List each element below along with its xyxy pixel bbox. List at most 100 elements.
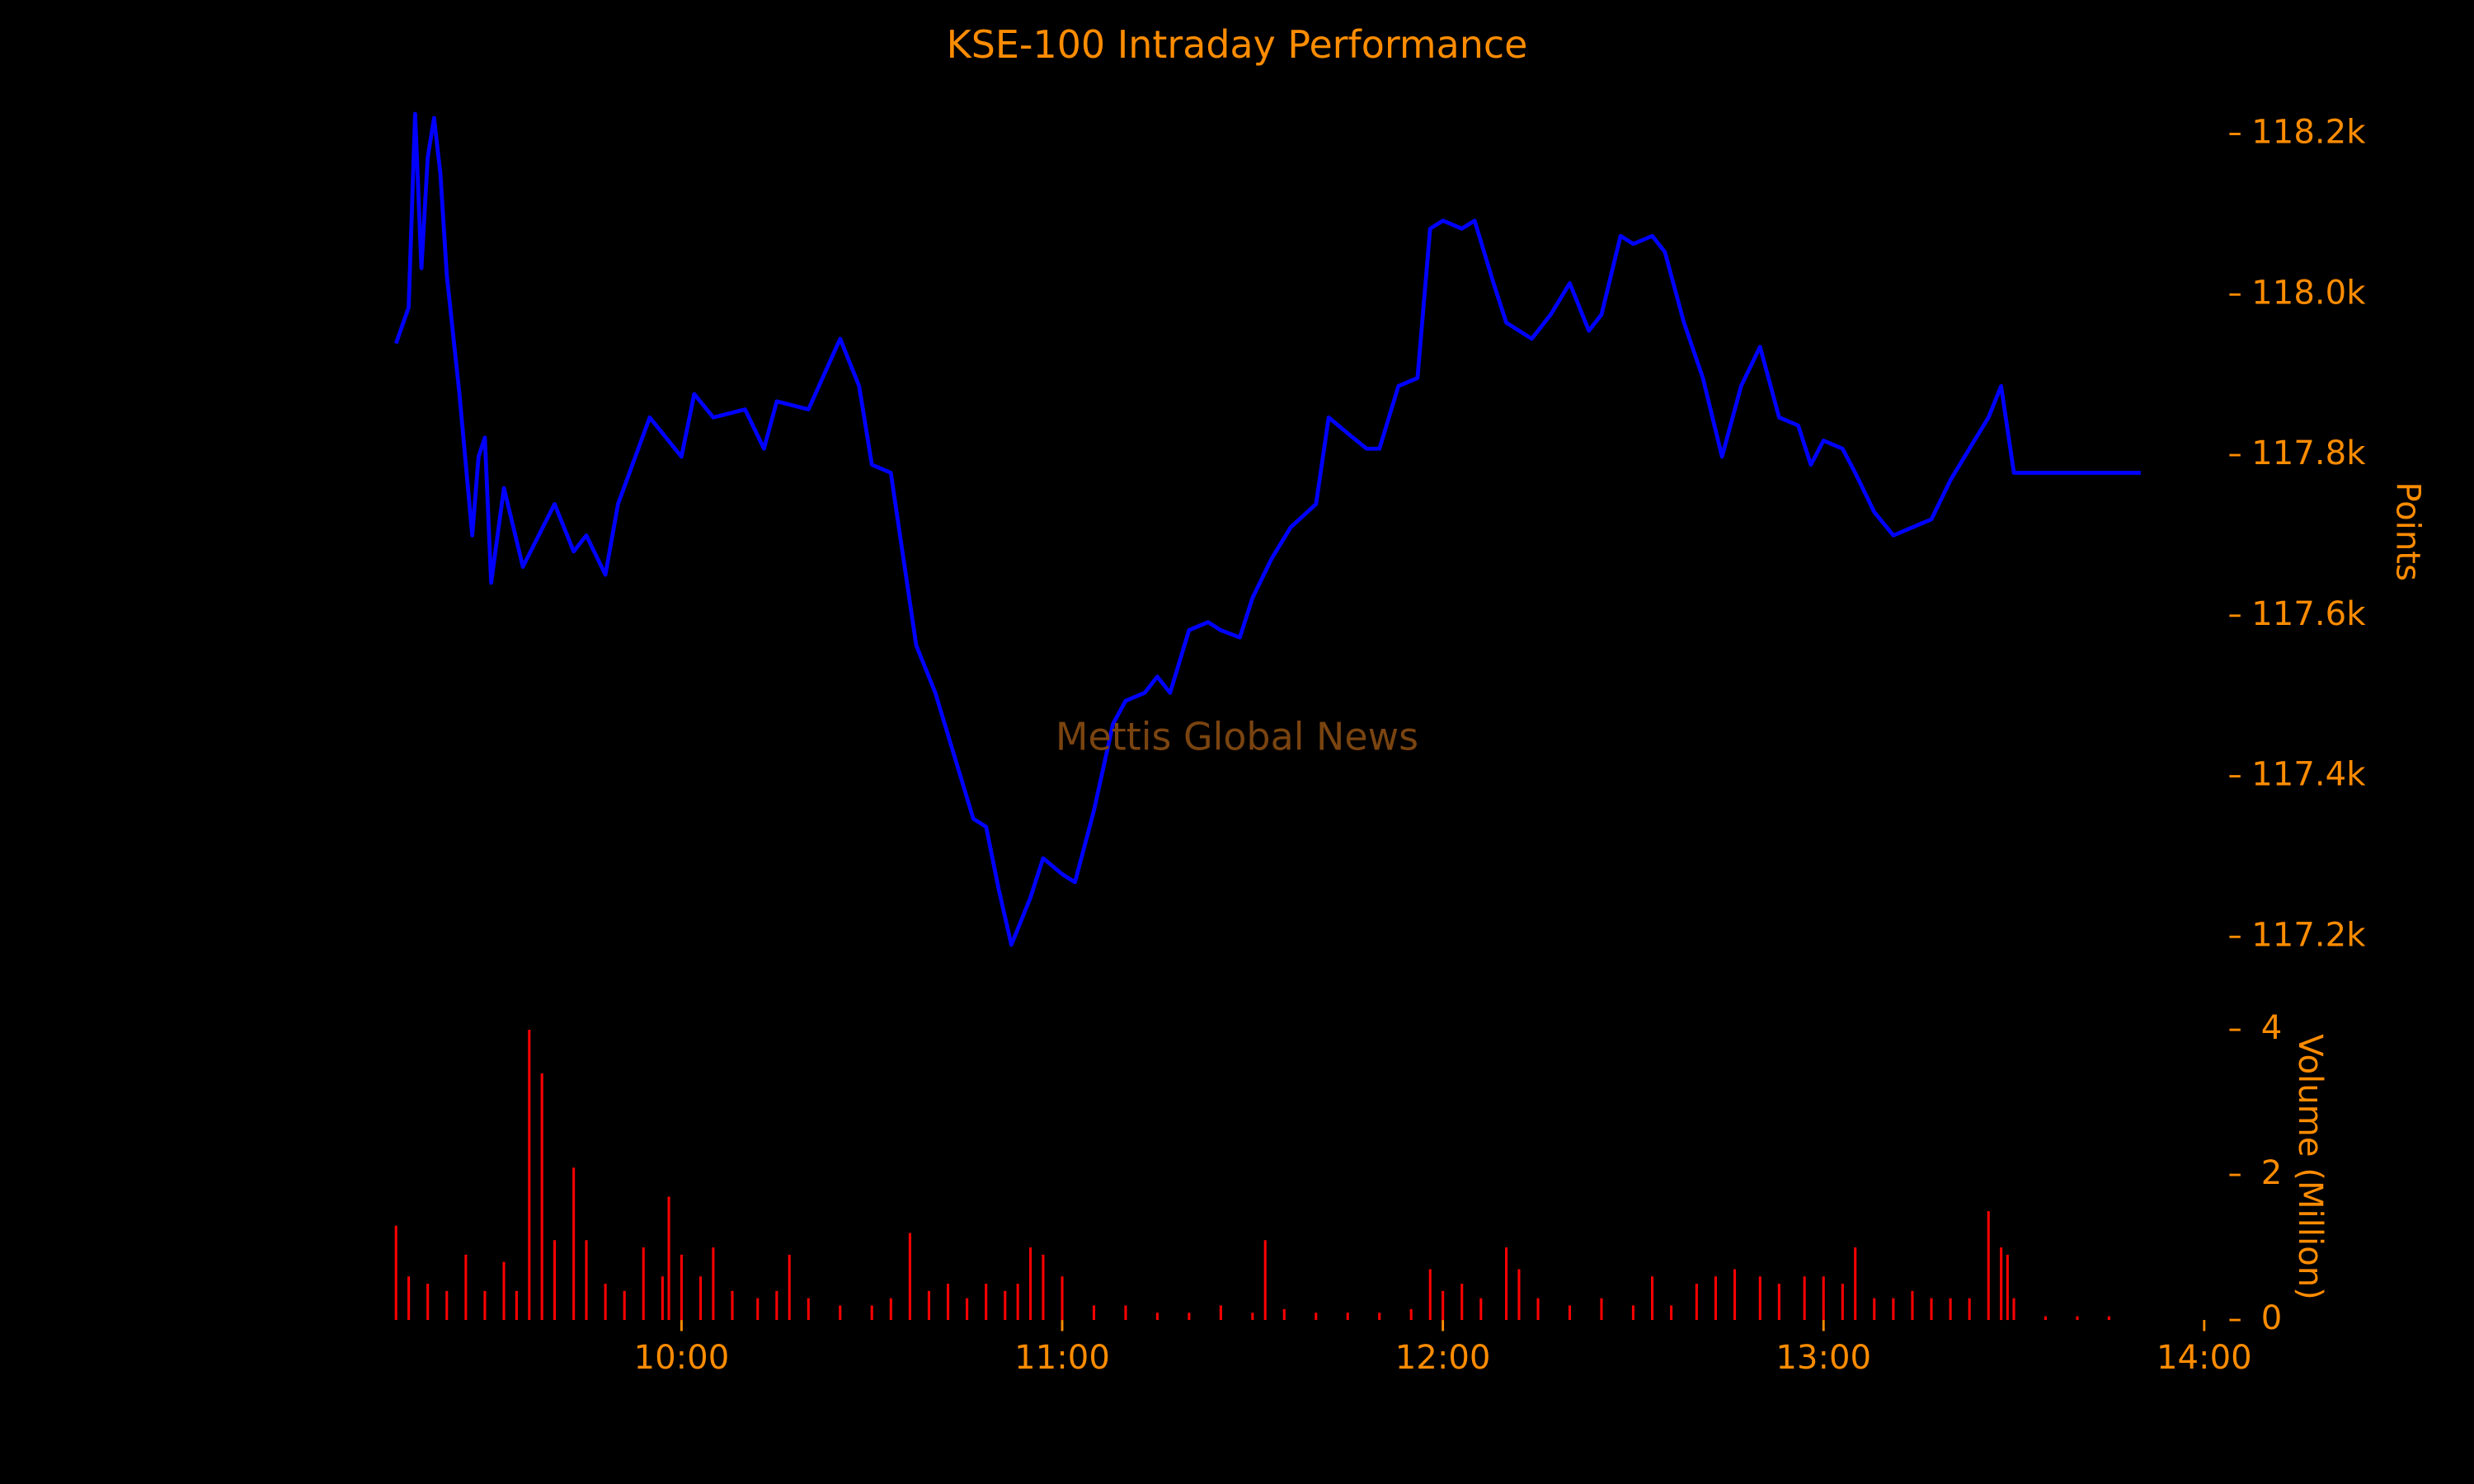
volume-bar — [1536, 1298, 1540, 1321]
volume-bar — [464, 1254, 468, 1321]
volume-bar — [1695, 1284, 1698, 1321]
volume-bar — [407, 1276, 411, 1321]
volume-bar — [515, 1290, 518, 1321]
volume-bar — [445, 1290, 449, 1321]
volume-bar — [698, 1276, 703, 1321]
volume-bar — [1631, 1305, 1634, 1321]
y-tick-label: 4 — [2261, 1009, 2283, 1047]
volume-bar — [2044, 1316, 2048, 1321]
volume-bar — [788, 1254, 791, 1321]
volume-bar — [1092, 1305, 1096, 1321]
volume-bar — [1650, 1276, 1654, 1321]
volume-bar — [1568, 1305, 1572, 1321]
volume-bar — [1930, 1298, 1933, 1321]
chart-title: KSE-100 Intraday Performance — [947, 22, 1528, 67]
volume-bar — [1968, 1298, 1971, 1321]
volume-bar — [540, 1073, 543, 1321]
y-tick-label: 117.6k — [2251, 595, 2366, 633]
volume-bar — [1479, 1298, 1483, 1321]
volume-bar — [426, 1284, 430, 1321]
volume-bar — [1428, 1269, 1432, 1321]
volume-bar — [1346, 1313, 1349, 1321]
volume-bar — [1124, 1305, 1127, 1321]
volume-bar — [1016, 1284, 1019, 1321]
volume-bar — [667, 1196, 670, 1321]
volume-bar — [1517, 1269, 1521, 1321]
volume-bar — [966, 1298, 969, 1321]
volume-bar — [1155, 1313, 1159, 1321]
y-axis-label: Points — [2389, 481, 2427, 581]
volume-bar — [1505, 1247, 1508, 1321]
volume-bar — [1029, 1247, 1032, 1321]
volume-bar — [1004, 1290, 1007, 1321]
volume-bar — [623, 1290, 626, 1321]
volume-bar — [528, 1030, 531, 1321]
volume-bar — [1841, 1284, 1844, 1321]
volume-bar — [1873, 1298, 1876, 1321]
volume-bar — [2076, 1316, 2079, 1321]
volume-bar — [1803, 1276, 1806, 1321]
x-tick-label: 11:00 — [1014, 1339, 1110, 1377]
volume-bar — [1251, 1313, 1254, 1321]
volume-bar — [1822, 1276, 1825, 1321]
x-tick-label: 14:00 — [2157, 1339, 2252, 1377]
volume-bar — [604, 1284, 607, 1321]
volume-bar — [712, 1247, 715, 1321]
volume-bar — [502, 1261, 506, 1321]
volume-bar — [1714, 1276, 1717, 1321]
x-tick-label: 12:00 — [1395, 1339, 1491, 1377]
y-tick-label: 117.4k — [2251, 756, 2366, 794]
volume-bar — [1219, 1305, 1222, 1321]
volume-bar — [572, 1167, 576, 1321]
volume-bar — [2107, 1316, 2110, 1321]
volume-bar — [985, 1284, 988, 1321]
volume-bar — [870, 1305, 873, 1321]
volume-bar — [394, 1225, 397, 1321]
volume-bar — [1315, 1313, 1318, 1321]
volume-bar — [2012, 1298, 2015, 1321]
volume-bar — [889, 1298, 892, 1321]
volume-bar — [1733, 1269, 1737, 1321]
y-tick-label: 117.8k — [2251, 434, 2366, 472]
volume-bar — [483, 1290, 487, 1321]
volume-bar — [1670, 1305, 1673, 1321]
volume-bar — [2006, 1254, 2009, 1321]
volume-bar — [927, 1290, 931, 1321]
volume-bar — [661, 1276, 664, 1321]
volume-bar — [1442, 1290, 1445, 1321]
y-tick-label: 2 — [2261, 1154, 2283, 1192]
volume-bar — [807, 1298, 810, 1321]
volume-bar — [1854, 1247, 1857, 1321]
volume-bar — [1460, 1284, 1464, 1321]
volume-bar — [731, 1290, 734, 1321]
volume-bar — [1987, 1211, 1990, 1321]
volume-bar — [642, 1247, 645, 1321]
volume-bar — [1042, 1254, 1045, 1321]
volume-bar — [908, 1233, 911, 1321]
y-tick-label: 0 — [2261, 1299, 2283, 1337]
volume-bar — [1188, 1313, 1191, 1321]
watermark: Mettis Global News — [1056, 715, 1418, 759]
volume-bar — [947, 1284, 950, 1321]
x-tick-label: 10:00 — [634, 1339, 730, 1377]
volume-bar — [756, 1298, 760, 1321]
volume-bar — [1282, 1308, 1286, 1321]
volume-bar — [553, 1240, 557, 1321]
volume-bar — [1061, 1276, 1064, 1321]
volume-bar — [1600, 1298, 1603, 1321]
volume-bar — [1758, 1276, 1761, 1321]
volume-bar — [1777, 1284, 1780, 1321]
volume-bar — [1949, 1298, 1952, 1321]
volume-bar — [839, 1305, 842, 1321]
x-tick-label: 13:00 — [1776, 1339, 1871, 1377]
y-tick-label: 117.2k — [2251, 916, 2366, 954]
volume-bar — [1911, 1290, 1914, 1321]
volume-bar — [1409, 1308, 1413, 1321]
volume-bar — [775, 1290, 778, 1321]
y-tick-label: 118.0k — [2251, 274, 2366, 312]
volume-bar — [1892, 1298, 1895, 1321]
volume-bar — [680, 1254, 683, 1321]
price-line — [393, 111, 2141, 947]
